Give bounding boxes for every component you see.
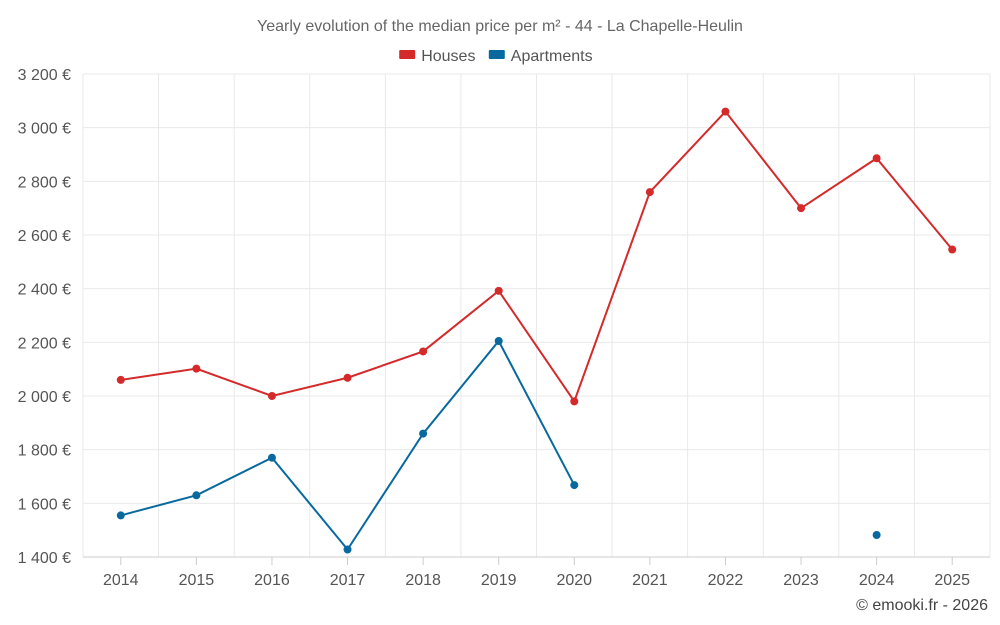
data-point-houses: [570, 397, 579, 406]
legend-swatch: [399, 50, 416, 59]
data-point-apartments: [343, 545, 352, 554]
data-point-apartments: [494, 336, 503, 345]
x-tick-label: 2016: [254, 572, 290, 589]
y-tick-label: 3 200 €: [18, 67, 71, 84]
x-tick-label: 2021: [632, 572, 668, 589]
data-point-houses: [797, 204, 806, 213]
y-tick-label: 2 400 €: [18, 282, 71, 299]
legend-label: Houses: [421, 48, 475, 65]
data-point-houses: [645, 188, 654, 197]
legend-item-apartments: Apartments: [488, 48, 593, 65]
legend-label: Apartments: [511, 48, 593, 65]
chart-title: Yearly evolution of the median price per…: [257, 18, 743, 35]
data-point-houses: [116, 375, 125, 384]
data-point-houses: [343, 373, 352, 382]
x-tick-label: 2025: [934, 572, 970, 589]
y-tick-label: 2 200 €: [18, 335, 71, 352]
x-tick-label: 2017: [330, 572, 366, 589]
x-tick-label: 2022: [708, 572, 744, 589]
x-tick-label: 2024: [859, 572, 895, 589]
data-point-apartments: [570, 481, 579, 490]
data-point-apartments: [267, 453, 276, 462]
data-point-apartments: [116, 511, 125, 520]
data-point-houses: [872, 154, 881, 163]
x-tick-label: 2019: [481, 572, 517, 589]
data-point-apartments: [872, 530, 881, 539]
y-tick-label: 1 800 €: [18, 443, 71, 460]
series-houses: [116, 107, 957, 406]
x-tick-label: 2020: [556, 572, 592, 589]
data-point-houses: [419, 347, 428, 356]
series-line-apartments: [120, 339, 576, 552]
data-point-houses: [267, 392, 276, 400]
series-apartments: [116, 336, 881, 554]
series-line-houses: [120, 110, 953, 404]
y-axis: 1 400 € 1 600 € 1 800 € 2 000 € 2 200 € 2 400…: [18, 67, 71, 567]
data-point-apartments: [192, 491, 201, 500]
data-point-houses: [494, 286, 503, 295]
data-point-houses: [948, 245, 957, 254]
plot-area: [116, 107, 957, 554]
y-tick-label: 1 600 €: [18, 496, 71, 513]
y-tick-label: 3 000 €: [18, 121, 71, 138]
x-axis: 2014 2015 2016 2017 2018 2019 2020 2021 2022 2023…: [83, 556, 990, 589]
y-tick-label: 2 800 €: [18, 174, 71, 191]
data-point-apartments: [419, 429, 428, 438]
credit-text: © emooki.fr - 2026: [856, 597, 988, 614]
y-tick-label: 2 600 €: [18, 228, 71, 245]
y-tick-label: 1 400 €: [18, 550, 71, 567]
x-tick-label: 2023: [783, 572, 819, 589]
x-tick-label: 2018: [405, 572, 441, 589]
data-point-houses: [192, 364, 201, 373]
data-point-houses: [721, 107, 730, 116]
y-tick-label: 2 000 €: [18, 389, 71, 406]
legend-item-houses: Houses: [399, 48, 475, 65]
grid: [82, 73, 991, 558]
x-tick-label: 2015: [179, 572, 215, 589]
x-tick-label: 2014: [103, 572, 139, 589]
legend-swatch: [488, 50, 505, 59]
legend: Houses Apartments: [399, 48, 593, 65]
